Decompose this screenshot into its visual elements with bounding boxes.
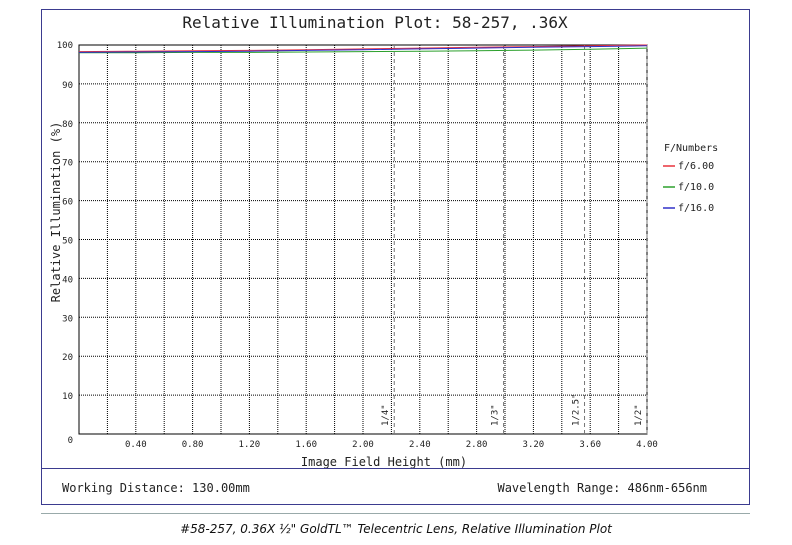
y-tick-label: 0: [68, 436, 73, 446]
working-distance-text: Working Distance: 130.00mm: [62, 481, 250, 495]
series-lines: [78, 44, 648, 54]
sensor-marker-label: 1/4": [381, 404, 391, 426]
legend-title: F/Numbers: [664, 143, 718, 154]
y-tick-label: 100: [57, 41, 73, 51]
figure-caption: #58-257, 0.36X ½" GoldTL™ Telecentric Le…: [180, 522, 612, 536]
y-tick-label: 10: [62, 392, 73, 402]
grid: [78, 44, 648, 435]
y-tick-labels: 0 10 20 30 40 50 60 70 80 90 100: [57, 41, 73, 446]
x-tick-label: 0.80: [182, 440, 204, 450]
x-tick-label: 3.20: [523, 440, 545, 450]
y-tick-label: 40: [62, 275, 73, 285]
x-tick-labels: 0.40 0.80 1.20 1.60 2.00 2.40 2.80 3.20 3.60 4.00: [125, 440, 658, 450]
y-tick-label: 60: [62, 198, 73, 208]
x-tick-label: 2.00: [352, 440, 374, 450]
x-tick-label: 4.00: [636, 440, 658, 450]
x-tick-label: 1.60: [295, 440, 317, 450]
y-tick-label: 90: [62, 81, 73, 91]
wavelength-range-text: Wavelength Range: 486nm-656nm: [497, 481, 707, 495]
sensor-marker-label: 1/2": [634, 404, 644, 426]
y-tick-label: 70: [62, 159, 73, 169]
legend: F/Numbers f/6.00 f/10.0 f/16.0: [663, 143, 718, 214]
y-tick-label: 80: [62, 120, 73, 130]
legend-label: f/6.00: [678, 161, 714, 172]
sensor-marker-label: 1/2.5": [572, 393, 582, 426]
y-tick-label: 50: [62, 237, 73, 247]
legend-label: f/10.0: [678, 182, 714, 193]
y-tick-label: 20: [62, 353, 73, 363]
x-tick-label: 0.40: [125, 440, 147, 450]
x-axis-label: Image Field Height (mm): [301, 455, 467, 469]
x-tick-label: 1.20: [239, 440, 261, 450]
y-axis-label: Relative Illumination (%): [49, 122, 63, 303]
legend-label: f/16.0: [678, 203, 714, 214]
x-tick-label: 3.60: [579, 440, 601, 450]
series-line-f600: [78, 44, 648, 53]
footer-info-bar: Working Distance: 130.00mm Wavelength Ra…: [41, 468, 750, 505]
chart-title: Relative Illumination Plot: 58-257, .36X: [182, 13, 568, 32]
caption-divider: [41, 513, 750, 514]
sensor-markers: 1/4" 1/3" 1/2.5" 1/2": [381, 45, 648, 434]
x-tick-label: 2.80: [466, 440, 488, 450]
sensor-marker-label: 1/3": [491, 404, 501, 426]
series-line-f100: [79, 47, 648, 54]
series-line-f160: [78, 45, 648, 53]
x-tick-label: 2.40: [409, 440, 431, 450]
relative-illumination-chart: Relative Illumination Plot: 58-257, .36X…: [49, 13, 718, 469]
y-tick-label: 30: [62, 314, 73, 324]
